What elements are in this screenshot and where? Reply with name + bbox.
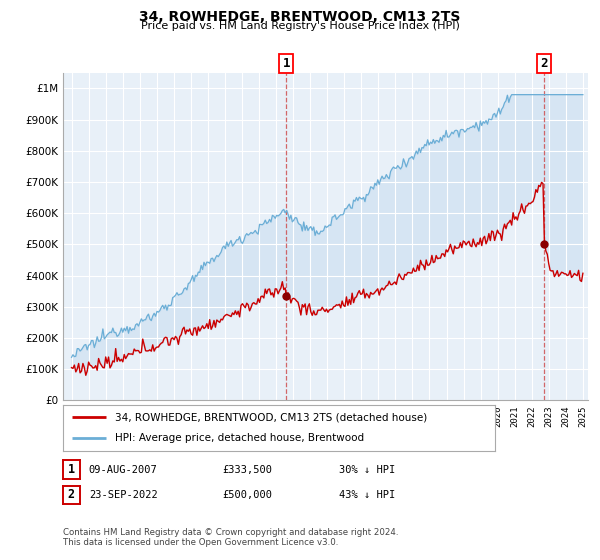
Text: 1: 1 [283, 57, 290, 70]
Text: 30% ↓ HPI: 30% ↓ HPI [339, 465, 395, 474]
Text: £333,500: £333,500 [222, 465, 272, 474]
Text: HPI: Average price, detached house, Brentwood: HPI: Average price, detached house, Bren… [115, 433, 364, 444]
Text: Contains HM Land Registry data © Crown copyright and database right 2024.
This d: Contains HM Land Registry data © Crown c… [63, 528, 398, 547]
Text: 43% ↓ HPI: 43% ↓ HPI [339, 490, 395, 500]
Text: 09-AUG-2007: 09-AUG-2007 [89, 465, 158, 474]
Text: 2: 2 [541, 57, 548, 70]
Text: 23-SEP-2022: 23-SEP-2022 [89, 490, 158, 500]
Text: £500,000: £500,000 [222, 490, 272, 500]
Text: 2: 2 [68, 488, 75, 501]
Text: 1: 1 [68, 463, 75, 476]
Text: 34, ROWHEDGE, BRENTWOOD, CM13 2TS: 34, ROWHEDGE, BRENTWOOD, CM13 2TS [139, 10, 461, 24]
Text: 34, ROWHEDGE, BRENTWOOD, CM13 2TS (detached house): 34, ROWHEDGE, BRENTWOOD, CM13 2TS (detac… [115, 412, 427, 422]
Text: Price paid vs. HM Land Registry's House Price Index (HPI): Price paid vs. HM Land Registry's House … [140, 21, 460, 31]
